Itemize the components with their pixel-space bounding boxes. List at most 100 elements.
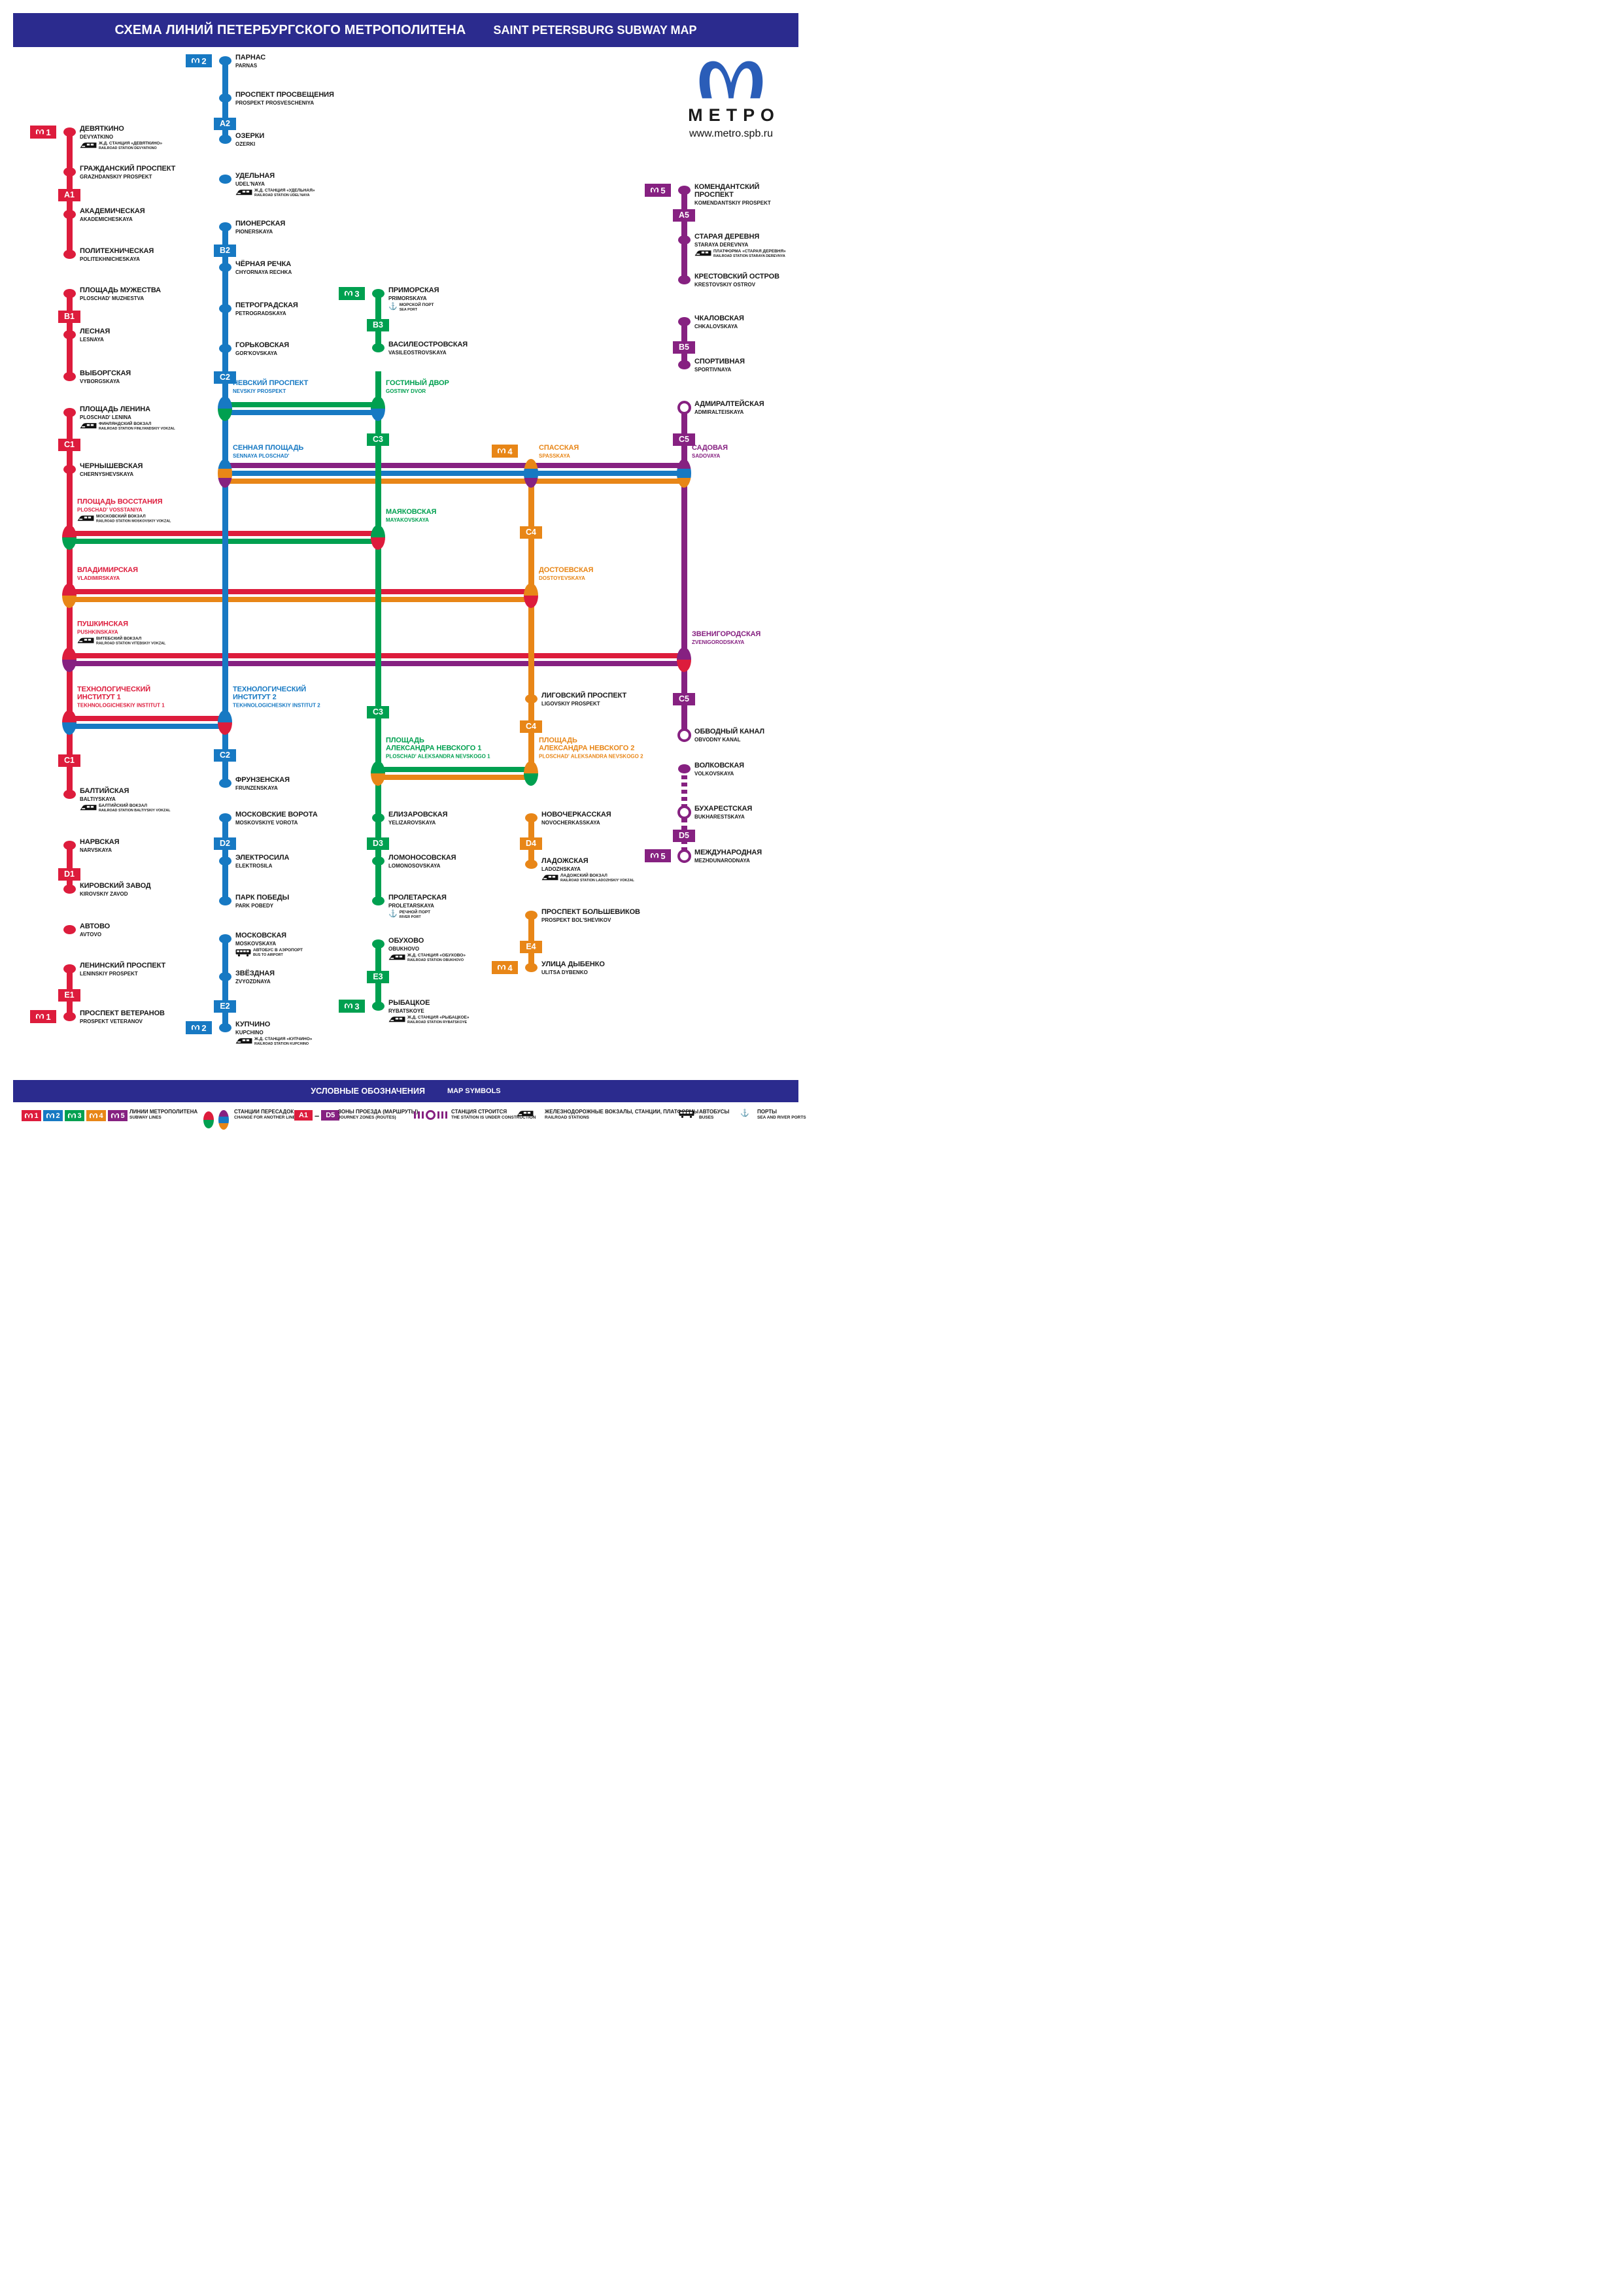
transfer-band-line3 xyxy=(218,409,232,421)
station-name-latin: PROSPEKT BOL'SHEVIKOV xyxy=(541,917,611,923)
transfer-band-line4 xyxy=(524,761,538,773)
legend-journey-zones-icon: A1– D5 xyxy=(294,1110,340,1121)
transfer-band-line3 xyxy=(524,773,538,786)
service-label-en: RAILROAD STATION KUPCHINO xyxy=(254,1041,309,1046)
transfer-band-line4 xyxy=(218,468,232,479)
station-name-latin: CHYORNAYA RECHKA xyxy=(235,269,292,275)
transfer-band-line5 xyxy=(218,478,232,488)
station-label-sennaya-ploschad: СЕННАЯ ПЛОЩАДЬ SENNAYA PLOSCHAD' xyxy=(233,444,303,459)
station-volkovskaya xyxy=(677,764,691,773)
zone-badge-c5-3: C5 xyxy=(673,433,695,446)
zone-badge-e2-6: E2 xyxy=(214,1000,236,1013)
station-label-prospekt-prosvescheniya: ПРОСПЕКТ ПРОСВЕЩЕНИЯ PROSPEKT PROSVESCHEN… xyxy=(235,91,334,106)
transfer-connector-line xyxy=(225,410,378,415)
station-krestovskiy-ostrov xyxy=(677,275,691,284)
station-name-latin: BALTIYSKAYA xyxy=(80,796,116,802)
station-pushkinskaya-transfer xyxy=(62,647,77,672)
station-name: ПЛОЩАДЬ ВОССТАНИЯ xyxy=(77,498,163,506)
station-label-mezhdunarodnaya: МЕЖДУНАРОДНАЯ MEZHDUNARODNAYA xyxy=(694,849,762,864)
station-label-sportivnaya: СПОРТИВНАЯ SPORTIVNAYA xyxy=(694,358,745,373)
transfer-band-line2 xyxy=(371,409,385,421)
transfer-band-line4 xyxy=(524,583,538,596)
station-name: ПАРНАС xyxy=(235,54,266,61)
legend-title: УСЛОВНЫЕ ОБОЗНАЧЕНИЯ xyxy=(311,1087,425,1096)
legend-transfer-stations-icon xyxy=(203,1110,229,1130)
transfer-band-line2 xyxy=(218,459,232,469)
line-number: 5 xyxy=(660,185,666,195)
metro-website-link[interactable]: www.metro.spb.ru xyxy=(689,128,774,139)
station-ploschad-vosstaniya-transfer xyxy=(62,525,77,550)
station-obvodny-kanal-under-construction xyxy=(677,728,691,742)
train-icon xyxy=(235,189,252,196)
station-name-latin: NEVSKIY PROSPEKT xyxy=(233,388,286,394)
station-name-latin: VOLKOVSKAYA xyxy=(694,770,734,777)
station-baltiyskaya xyxy=(63,790,76,799)
station-sennaya-ploschad-transfer xyxy=(218,459,232,488)
train-icon xyxy=(541,874,558,881)
metro-m-icon xyxy=(24,1110,33,1122)
station-service-text: АВТОБУС В АЭРОПОРТ BUS TO AIRPORT xyxy=(253,948,303,957)
line-badge-m4-5: 4 xyxy=(492,961,518,974)
station-label-leninskiy-prospekt: ЛЕНИНСКИЙ ПРОСПЕКТ LENINSKIY PROSPEKT xyxy=(80,962,165,977)
legend-ports-icon: ⚓ xyxy=(740,1110,749,1117)
line-badge-m5: 5 xyxy=(108,1110,128,1121)
station-ploschad-aleksandra-nevskogo-2-transfer xyxy=(524,761,538,786)
transfer-band-line4 xyxy=(677,478,691,488)
station-label-chernyshevskaya: ЧЕРНЫШЕВСКАЯ CHERNYSHEVSKAYA xyxy=(80,462,143,477)
under-construction-station-icon xyxy=(426,1110,436,1120)
metro-m-icon xyxy=(35,1011,44,1022)
station-name-latin: CHKALOVSKAYA xyxy=(694,323,738,329)
station-rybatskoye xyxy=(371,1002,384,1011)
station-service-text: ВИТЕБСКИЙ ВОКЗАЛ RAILROAD STATION VITEBSK… xyxy=(96,636,165,645)
line-badge-m4-0: 4 xyxy=(492,445,518,458)
legend-items: 1 2 3 4 5 ЛИНИИ МЕТРОПОЛИТЕНА SUBWAY LINES СТАН… xyxy=(0,1102,811,1145)
station-label-krestovskiy-ostrov: КРЕСТОВСКИЙ ОСТРОВ KRESTOVSKIY OSTROV xyxy=(694,273,779,288)
zone-badge-a2-1: A2 xyxy=(214,117,236,130)
station-label-gorkovskaya: ГОРЬКОВСКАЯ GOR'KOVSKAYA xyxy=(235,341,289,356)
station-service-train: МОСКОВСКИЙ ВОКЗАЛ RAILROAD STATION MOSKOV… xyxy=(77,514,171,523)
line-number: 4 xyxy=(507,962,513,973)
station-name-latin: TEKHNOLOGICHESKIY INSTITUT 1 xyxy=(77,702,165,708)
station-name-latin: UDEL'NAYA xyxy=(235,180,265,187)
service-label-ru: АВТОБУС В АЭРОПОРТ xyxy=(253,947,303,953)
zone-badge-c5-4: C5 xyxy=(673,692,695,705)
station-label-pushkinskaya: ПУШКИНСКАЯ PUSHKINSKAYA ВИТЕБСКИЙ ВОКЗАЛ RA… xyxy=(77,620,165,645)
station-service-text: БАЛТИЙСКИЙ ВОКЗАЛ RAILROAD STATION BALTIY… xyxy=(99,803,171,813)
line-4-segment xyxy=(528,469,534,777)
station-label-tekhnologicheskiy-institut-2: ТЕХНОЛОГИЧЕСКИЙ ИНСТИТУТ 2 TEKHNOLOGICHESK… xyxy=(233,686,320,708)
station-label-komendantskiy-prospekt: КОМЕНДАНТСКИЙ ПРОСПЕКТ KOMENDANTSKIY PROSP… xyxy=(694,183,771,205)
construction-dash xyxy=(422,1111,424,1119)
station-name: САДОВАЯ xyxy=(692,444,728,452)
station-name: ЧКАЛОВСКАЯ xyxy=(694,314,744,322)
legend-buses-icon xyxy=(679,1110,694,1118)
station-name: ЗВЁЗДНАЯ xyxy=(235,970,275,977)
transfer-band-line2 xyxy=(218,396,232,409)
service-label-en: RAILROAD STATION OBUKHOVO xyxy=(407,958,464,962)
service-label-ru: МОСКОВСКИЙ ВОКЗАЛ xyxy=(96,514,146,519)
transfer-band-line3 xyxy=(371,525,385,537)
zone-badge-c1-4: C1 xyxy=(58,754,80,767)
station-label-ozerki: ОЗЕРКИ OZERKI xyxy=(235,132,264,147)
station-name-latin: PROSPEKT VETERANOV xyxy=(80,1018,143,1024)
station-prospekt-bolshevikov xyxy=(524,911,538,920)
station-service-train: ЛАДОЖСКИЙ ВОКЗАЛ RAILROAD STATION LADOZHS… xyxy=(541,873,634,883)
station-name-latin: LADOZHSKAYA xyxy=(541,866,581,872)
station-name-latin: FRUNZENSKAYA xyxy=(235,785,278,791)
construction-dash xyxy=(414,1111,416,1119)
station-label-prospekt-bolshevikov: ПРОСПЕКТ БОЛЬШЕВИКОВ PROSPEKT BOL'SHEVIKO… xyxy=(541,908,640,923)
station-label-tekhnologicheskiy-institut-1: ТЕХНОЛОГИЧЕСКИЙ ИНСТИТУТ 1 TEKHNOLOGICHESK… xyxy=(77,686,165,708)
station-name: НОВОЧЕРКАССКАЯ xyxy=(541,811,611,819)
service-label-en: SEA PORT xyxy=(399,307,418,312)
line-badge-m2-0: 2 xyxy=(186,54,212,67)
station-vasileostrovskaya xyxy=(371,343,384,352)
station-name: ИНСТИТУТ 1 xyxy=(77,693,121,701)
transfer-three-lines-icon xyxy=(218,1110,229,1130)
station-label-elektrosila: ЭЛЕКТРОСИЛА ELEKTROSILA xyxy=(235,854,289,869)
station-service-train: Ж.Д. СТАНЦИЯ «РЫБАЦКОЕ» RAILROAD STATION … xyxy=(388,1015,469,1024)
metro-m-logo-icon xyxy=(699,61,763,99)
station-name-latin: PLOSCHAD' ALEKSANDRA NEVSKOGO 1 xyxy=(386,753,490,759)
station-name-latin: VASILEOSTROVSKAYA xyxy=(388,349,447,356)
zone-badge-d2-5: D2 xyxy=(214,837,236,850)
transfer-connector-line xyxy=(378,767,531,772)
station-label-novocherkasskaya: НОВОЧЕРКАССКАЯ NOVOCHERKASSKAYA xyxy=(541,811,611,826)
